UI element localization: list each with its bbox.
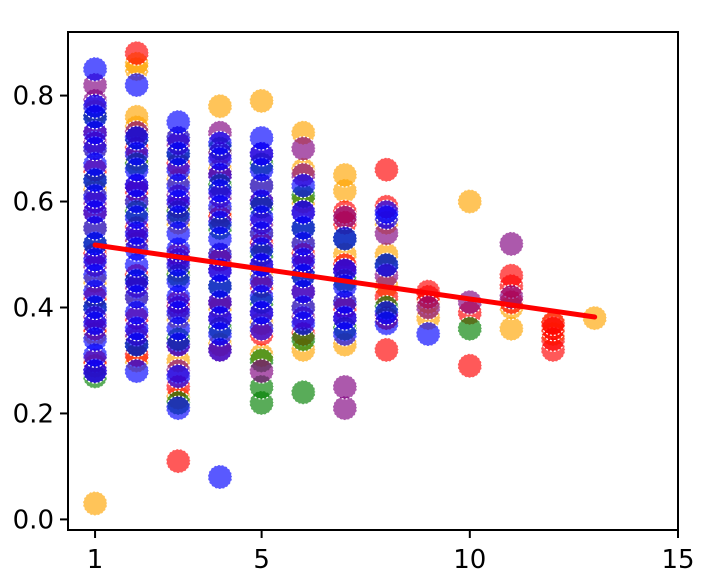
x-tick-label: 10: [453, 545, 486, 575]
scatter-point: [82, 93, 108, 119]
x-tick-label: 15: [661, 545, 694, 575]
scatter-point: [124, 125, 150, 151]
scatter-point: [373, 157, 400, 183]
scatter-point: [373, 337, 400, 363]
scatter-point: [165, 395, 191, 421]
scatter-point: [165, 109, 191, 135]
y-axis-ticks: 0.0 0.2 0.4 0.6 0.8: [13, 82, 68, 535]
scatter-point: [249, 358, 275, 384]
scatter-point: [207, 130, 233, 156]
scatter-point: [457, 353, 483, 379]
x-tick-label: 1: [87, 545, 104, 575]
scatter-point: [124, 72, 150, 98]
scatter-point: [332, 226, 358, 252]
scatter-point: [373, 252, 400, 278]
scatter-point: [290, 173, 316, 199]
scatter-point: [249, 88, 275, 114]
scatter-point: [498, 316, 524, 342]
scatter-point: [457, 188, 483, 215]
y-tick-label: 0.4: [13, 293, 54, 323]
scatter-point: [207, 464, 233, 490]
scatter-point: [290, 199, 316, 225]
trendline-layer: [92, 242, 598, 320]
scatter-point: [290, 136, 316, 162]
scatter-point: [540, 310, 566, 336]
scatter-point: [373, 199, 400, 225]
scatter-points: [82, 40, 608, 517]
scatter-point: [498, 231, 524, 257]
scatter-point: [124, 358, 150, 384]
scatter-point: [373, 300, 400, 326]
scatter-point: [82, 490, 108, 517]
y-tick-label: 0.8: [13, 82, 54, 112]
x-axis-ticks: 1 5 10 15: [87, 530, 695, 575]
scatter-point: [415, 321, 441, 347]
x-tick-label: 5: [253, 545, 270, 575]
scatter-point: [457, 316, 483, 342]
plot-area-frame: [67, 31, 679, 531]
scatter-point: [249, 125, 275, 151]
scatter-point: [332, 204, 358, 230]
scatter-point: [332, 257, 358, 283]
scatter-point: [290, 379, 316, 405]
scatter-point: [332, 162, 358, 188]
scatter-point: [165, 448, 191, 474]
trendline: [92, 242, 598, 320]
y-tick-label: 0.6: [13, 188, 54, 218]
scatter-point: [332, 395, 358, 421]
y-tick-label: 0.0: [13, 505, 54, 535]
scatter-point: [415, 294, 441, 321]
scatter-point: [332, 374, 358, 400]
scatter-point: [207, 93, 233, 119]
scatter-point: [165, 363, 191, 389]
y-tick-label: 0.2: [13, 399, 54, 429]
scatter-point: [124, 40, 150, 66]
scatter-point: [498, 263, 524, 289]
scatter-point: [82, 56, 108, 82]
